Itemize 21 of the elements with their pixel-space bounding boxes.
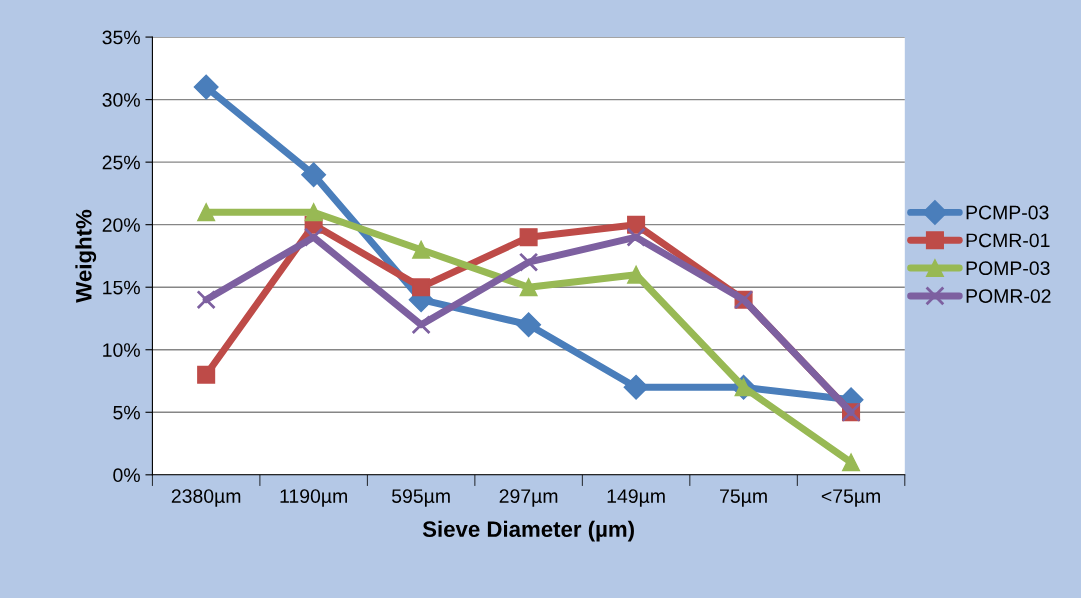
x-tick-label: <75µm <box>821 489 880 507</box>
y-tick-label: 25% <box>102 155 140 170</box>
legend-label: PCMP-03 <box>966 205 1049 220</box>
legend-label: PCMR-01 <box>966 233 1050 248</box>
y-tick-label: 15% <box>103 280 140 295</box>
y-tick-label: 30% <box>102 93 140 107</box>
x-tick-label: 297µm <box>499 489 558 507</box>
y-tick-label: 0% <box>113 468 140 483</box>
y-tick-label: 35% <box>102 30 140 45</box>
y-axis-title: Weight% <box>75 209 97 303</box>
x-tick-label: 149µm <box>607 489 665 507</box>
x-tick-label: 75µm <box>720 489 767 507</box>
x-axis-title: Sieve Diameter (µm) <box>422 520 634 542</box>
legend-label: POMP-03 <box>966 261 1050 276</box>
x-tick-label: 1190µm <box>280 489 347 507</box>
y-tick-label: 20% <box>102 218 140 232</box>
y-tick-label: 10% <box>103 343 140 357</box>
x-tick-label: 595µm <box>391 489 450 507</box>
legend-label: POMR-02 <box>966 289 1051 303</box>
y-tick-label: 5% <box>113 405 140 420</box>
x-tick-label: 2380µm <box>171 489 241 507</box>
